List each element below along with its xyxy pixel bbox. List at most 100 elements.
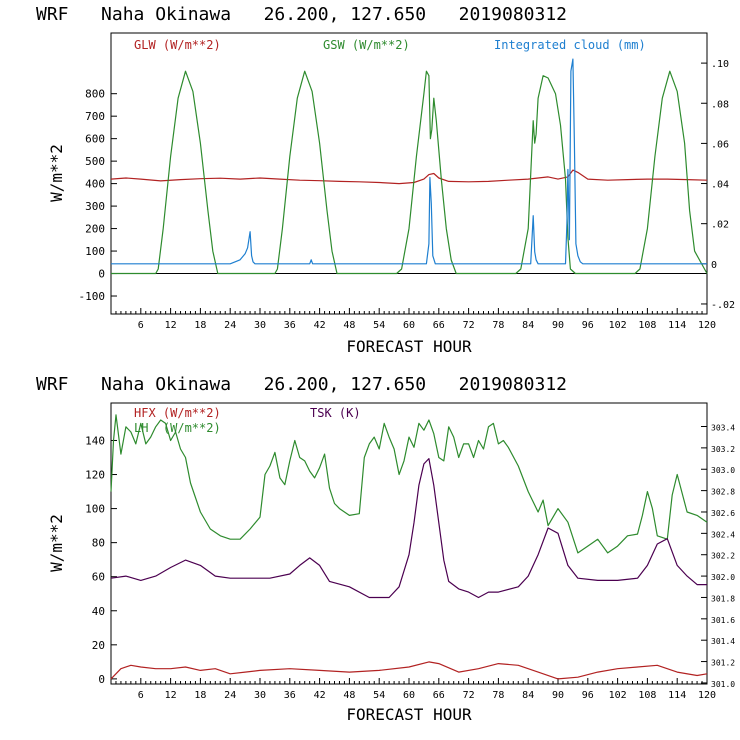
- x-tick-label: 120: [698, 690, 716, 701]
- x-tick-label: 18: [194, 320, 206, 331]
- x-tick-label: 54: [373, 320, 385, 331]
- x-tick-label: 36: [284, 320, 296, 331]
- y2-tick-label: .02: [711, 220, 729, 231]
- y2-tick-label: -.02: [711, 300, 735, 311]
- y2-tick-label: 303.4: [711, 424, 735, 433]
- y-tick-label: 0: [98, 268, 105, 281]
- series-top: [110, 58, 708, 275]
- y-tick-label: 600: [85, 133, 105, 146]
- x-tick-label: 78: [492, 690, 504, 701]
- y-tick-label: 100: [85, 245, 105, 258]
- x-tick-label: 72: [463, 320, 475, 331]
- y2-tick-label: .04: [711, 180, 729, 191]
- y-tick-label: 100: [85, 503, 105, 516]
- y-tick-label: 80: [92, 537, 105, 550]
- y-axis-label-bottom: W/m**2: [47, 514, 66, 572]
- y2-tick-label: 302.8: [711, 488, 735, 497]
- x-tick-label: 42: [314, 320, 326, 331]
- x-tick-label: 108: [638, 320, 656, 331]
- x-tick-label: 18: [194, 690, 206, 701]
- legend-cloud: Integrated cloud (mm): [494, 38, 646, 52]
- series-line-tsk: [110, 458, 707, 599]
- x-tick-label: 60: [403, 320, 415, 331]
- series-line-gsw: [111, 70, 708, 275]
- series-line-lh: [110, 414, 708, 554]
- x-tick-label: 6: [138, 320, 144, 331]
- series-line-hfx: [110, 661, 708, 680]
- x-tick-label: 90: [552, 690, 564, 701]
- x-tick-label: 96: [582, 690, 594, 701]
- x-tick-label: 60: [403, 690, 415, 701]
- y2-tick-label: .08: [711, 99, 729, 110]
- y-tick-label: 300: [85, 200, 105, 213]
- y2-tick-label: 302.6: [711, 509, 735, 518]
- y2-tick-label: 303.0: [711, 466, 735, 475]
- x-tick-label: 12: [165, 690, 177, 701]
- y2-tick-label: 301.2: [711, 659, 735, 668]
- x-tick-label: 36: [284, 690, 296, 701]
- x-axis-label-bottom: FORECAST HOUR: [346, 705, 472, 724]
- series-line-integrated: [111, 58, 707, 265]
- legend-tsk: TSK (K): [310, 406, 361, 420]
- y-tick-label: 700: [85, 110, 105, 123]
- x-tick-label: 96: [582, 320, 594, 331]
- y2-tick-label: 303.2: [711, 445, 735, 454]
- y-tick-label: 140: [85, 434, 105, 447]
- y2-ticks-bottom: 301.0 301.2 301.4 301.6 301.8 302.0 302.2 302.4…: [701, 424, 735, 689]
- x-tick-label: 30: [254, 320, 266, 331]
- legend-glw: GLW (W/m**2): [134, 38, 221, 52]
- y2-tick-label: 302.0: [711, 573, 735, 582]
- x-tick-label: 30: [254, 690, 266, 701]
- y2-tick-label: 301.0: [711, 680, 735, 689]
- radiation-cloud-panel: WRF Naha Okinawa 26.200, 127.650 2019080…: [36, 4, 735, 356]
- x-tick-label: 114: [668, 320, 686, 331]
- x-tick-label: 72: [463, 690, 475, 701]
- x-tick-label: 84: [522, 690, 534, 701]
- y-tick-label: -100: [79, 290, 106, 303]
- y-tick-label: 0: [98, 673, 105, 686]
- x-ticks-top: 6 12 18 24 30 36 42 48 54 60 66 72 78 84 90 96 102 108 114…: [115, 308, 716, 331]
- y-tick-label: 800: [85, 88, 105, 101]
- y2-tick-label: 302.4: [711, 530, 735, 539]
- x-tick-label: 66: [433, 320, 445, 331]
- x-tick-label: 66: [433, 690, 445, 701]
- y-ticks-top: -100 0 100 200 300 400 500 600 700 800: [79, 88, 707, 303]
- x-tick-label: 48: [343, 690, 355, 701]
- y-axis-label-top: W/m**2: [47, 144, 66, 202]
- y2-tick-label: .10: [711, 59, 729, 70]
- y-tick-label: 20: [92, 639, 105, 652]
- x-tick-label: 114: [668, 690, 686, 701]
- x-tick-label: 24: [224, 690, 236, 701]
- chart-title-top: WRF Naha Okinawa 26.200, 127.650 2019080…: [36, 4, 567, 25]
- flux-temperature-panel: WRF Naha Okinawa 26.200, 127.650 2019080…: [36, 374, 735, 724]
- x-tick-label: 90: [552, 320, 564, 331]
- x-tick-label: 24: [224, 320, 236, 331]
- x-tick-label: 42: [314, 690, 326, 701]
- y-tick-label: 400: [85, 178, 105, 191]
- y-tick-label: 200: [85, 223, 105, 236]
- y2-tick-label: 301.8: [711, 594, 735, 603]
- y2-tick-label: 301.6: [711, 616, 735, 625]
- x-tick-label: 102: [609, 320, 627, 331]
- legend-hfx: HFX (W/m**2): [134, 406, 221, 420]
- legend-lh: LH (W/m**2): [134, 421, 221, 435]
- legend-gsw: GSW (W/m**2): [323, 38, 410, 52]
- y2-tick-label: 302.2: [711, 552, 735, 561]
- y-ticks-bottom: 0 20 40 60 80 100 120 140: [85, 434, 117, 686]
- chart-title-bottom: WRF Naha Okinawa 26.200, 127.650 2019080…: [36, 374, 567, 395]
- x-ticks-bottom: 6 12 18 24 30 36 42 48 54 60 66 72 78 84 90 96 102 108 114…: [115, 678, 716, 701]
- x-tick-label: 54: [373, 690, 385, 701]
- plot-area-top: [110, 32, 708, 315]
- y2-tick-label: 0: [711, 260, 717, 271]
- plot-area-bottom: [110, 402, 708, 685]
- x-tick-label: 120: [698, 320, 716, 331]
- y2-tick-label: .06: [711, 139, 729, 150]
- x-tick-label: 102: [609, 690, 627, 701]
- x-tick-label: 48: [343, 320, 355, 331]
- y-tick-label: 120: [85, 469, 105, 482]
- y-tick-label: 60: [92, 571, 105, 584]
- x-tick-label: 12: [165, 320, 177, 331]
- x-axis-label-top: FORECAST HOUR: [346, 337, 472, 356]
- series-line-glw: [110, 169, 708, 185]
